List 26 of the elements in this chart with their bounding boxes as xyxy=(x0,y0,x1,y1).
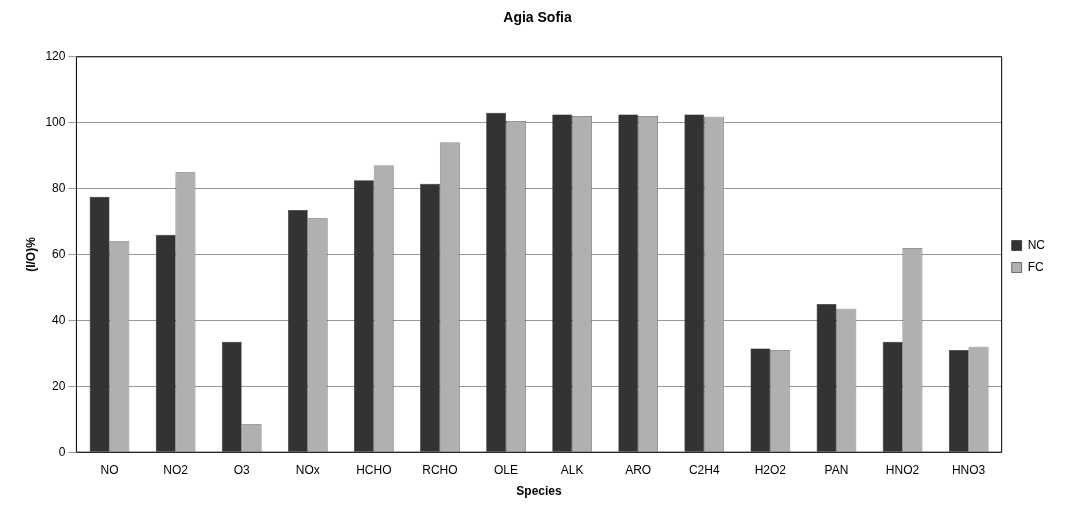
y-tick-label: 80 xyxy=(52,180,66,195)
x-tick-label: RCHO xyxy=(422,462,458,477)
y-tick-label: 100 xyxy=(45,115,66,130)
x-tick-label: NOx xyxy=(295,462,320,477)
x-tick-label: ALK xyxy=(560,462,584,477)
x-tick-label: NO2 xyxy=(163,462,189,477)
x-axis-title: Species xyxy=(516,484,563,499)
y-tick-label: 0 xyxy=(58,444,66,459)
x-tick-label: PAN xyxy=(824,462,849,477)
legend-label: FC xyxy=(1027,259,1044,274)
y-tick-label: 60 xyxy=(52,246,66,261)
x-tick-label: NO xyxy=(100,462,119,477)
x-tick-label: HCHO xyxy=(356,462,392,477)
y-tick-label: 120 xyxy=(45,49,66,64)
chart-title: Agia Sofia xyxy=(503,9,572,26)
legend-label: NC xyxy=(1027,237,1046,252)
x-tick-label: ARO xyxy=(625,462,652,477)
x-tick-label: HNO3 xyxy=(951,462,986,477)
x-tick-label: C2H4 xyxy=(688,462,720,477)
x-tick-label: HNO2 xyxy=(885,462,920,477)
x-tick-label: OLE xyxy=(493,462,519,477)
y-tick-label: 40 xyxy=(52,312,66,327)
x-tick-label: O3 xyxy=(233,462,250,477)
y-axis-title: (I/O)% xyxy=(23,236,38,272)
y-tick-label: 20 xyxy=(52,378,66,393)
x-tick-label: H2O2 xyxy=(754,462,787,477)
